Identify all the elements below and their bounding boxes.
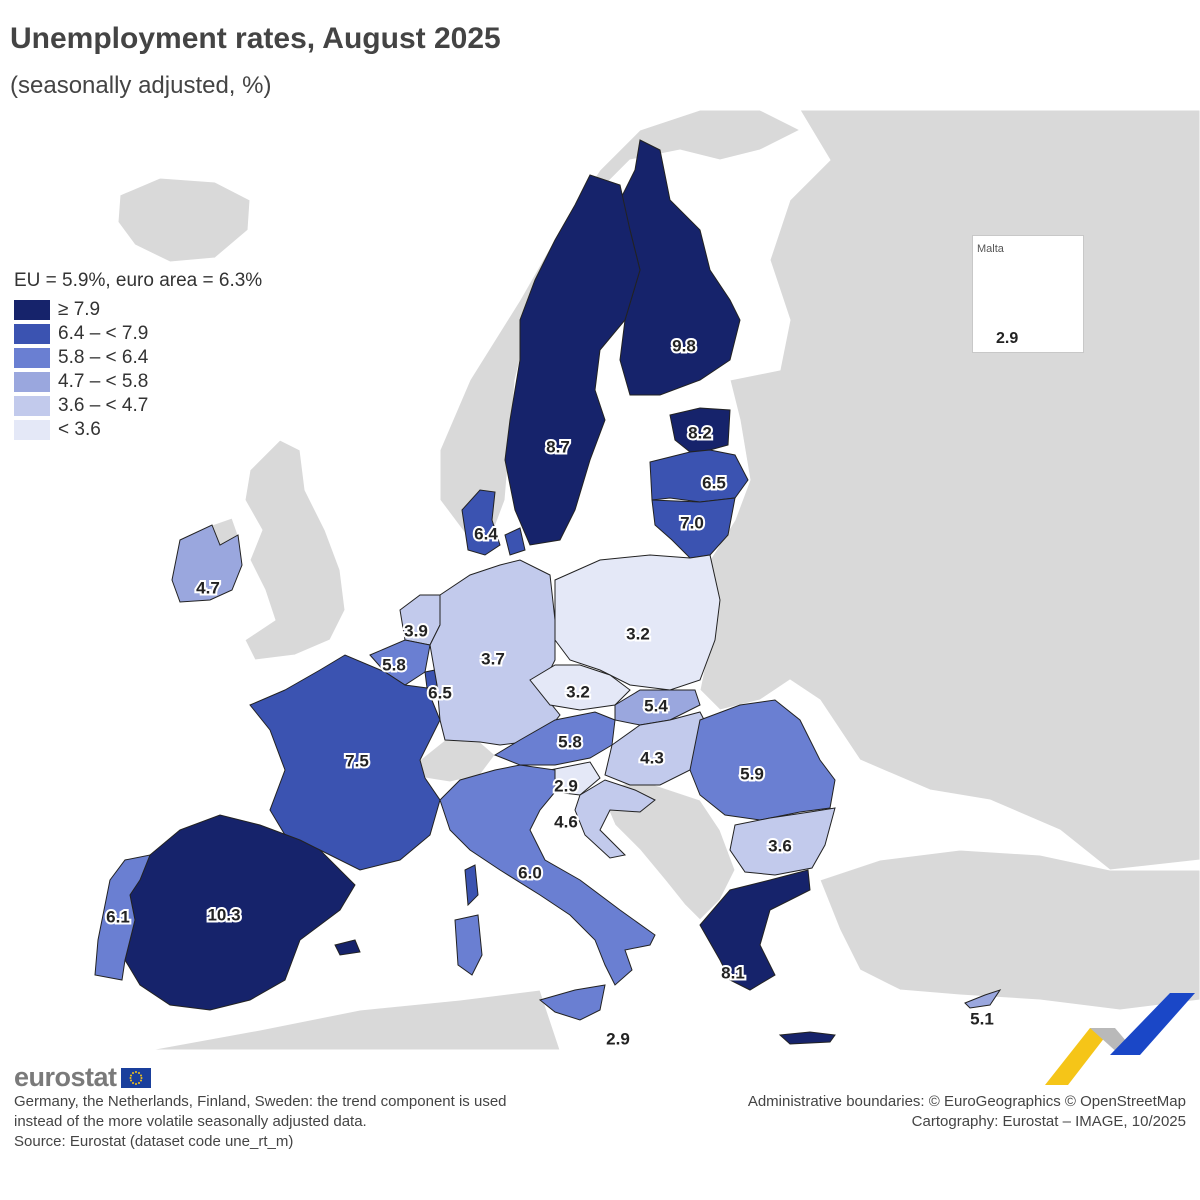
legend-label: 6.4 – < 7.9 bbox=[58, 323, 149, 344]
uk-shape bbox=[244, 439, 346, 661]
page-title: Unemployment rates, August 2025 bbox=[10, 22, 501, 55]
malta-inset-name: Malta bbox=[977, 243, 1004, 255]
romania-shape bbox=[689, 699, 836, 821]
sicily-shape bbox=[538, 984, 606, 1021]
crete-shape bbox=[778, 1031, 836, 1045]
italy-shape bbox=[439, 764, 656, 986]
value-lithuania: 7.0 bbox=[680, 513, 704, 532]
value-czechia: 3.2 bbox=[566, 682, 590, 701]
value-belgium: 5.8 bbox=[382, 655, 406, 674]
legend-row: 3.6 – < 4.7 bbox=[14, 394, 262, 418]
value-hungary: 4.3 bbox=[640, 748, 664, 767]
legend-label: 5.8 – < 6.4 bbox=[58, 347, 149, 368]
legend-swatch bbox=[14, 324, 50, 344]
legend-row: ≥ 7.9 bbox=[14, 298, 262, 322]
value-ireland: 4.7 bbox=[196, 578, 220, 597]
boundaries-credit: Administrative boundaries: © EuroGeograp… bbox=[747, 1093, 1186, 1110]
credits: Administrative boundaries: © EuroGeograp… bbox=[748, 1092, 1186, 1132]
balearic-shape bbox=[334, 939, 361, 956]
value-malta-mainmap: 2.9 bbox=[606, 1029, 630, 1048]
value-latvia: 6.5 bbox=[702, 473, 726, 492]
value-italy: 6.0 bbox=[518, 863, 542, 882]
portugal-shape bbox=[94, 854, 151, 981]
page-subtitle: (seasonally adjusted, %) bbox=[10, 72, 272, 99]
north-africa-shape bbox=[149, 989, 561, 1051]
source-line: Source: Eurostat (dataset code une_rt_m) bbox=[14, 1133, 294, 1150]
legend-swatch bbox=[14, 420, 50, 440]
value-bulgaria: 3.6 bbox=[768, 836, 792, 855]
france-shape bbox=[249, 654, 441, 871]
legend-swatch bbox=[14, 300, 50, 320]
legend-row: 4.7 – < 5.8 bbox=[14, 370, 262, 394]
value-denmark: 6.4 bbox=[474, 524, 498, 543]
eu-countries bbox=[94, 139, 1002, 1045]
eu-flag-icon bbox=[120, 1067, 151, 1088]
legend-row: < 3.6 bbox=[14, 418, 262, 442]
value-portugal: 6.1 bbox=[106, 907, 130, 926]
malta-inset: Malta 2.9 bbox=[972, 235, 1084, 353]
footnote: Germany, the Netherlands, Finland, Swede… bbox=[14, 1092, 594, 1152]
value-romania: 5.9 bbox=[740, 764, 764, 783]
legend-swatch bbox=[14, 396, 50, 416]
corsica-shape bbox=[464, 864, 479, 907]
croatia-shape bbox=[574, 779, 656, 859]
iceland-shape bbox=[117, 177, 251, 263]
latvia-shape bbox=[649, 449, 749, 503]
legend-row: 6.4 – < 7.9 bbox=[14, 322, 262, 346]
slovakia-shape bbox=[614, 689, 701, 726]
value-luxembourg: 6.5 bbox=[428, 683, 452, 702]
poland-shape bbox=[554, 554, 721, 691]
bulgaria-shape bbox=[729, 807, 836, 876]
footnote-line: Germany, the Netherlands, Finland, Swede… bbox=[14, 1093, 507, 1110]
value-france: 7.5 bbox=[345, 751, 369, 770]
estonia-shape bbox=[669, 407, 731, 453]
value-estonia: 8.2 bbox=[688, 423, 712, 442]
value-austria: 5.8 bbox=[558, 732, 582, 751]
decorative-ribbon-icon bbox=[1045, 993, 1195, 1085]
legend-label: 4.7 – < 5.8 bbox=[58, 371, 149, 392]
austria-shape bbox=[493, 711, 616, 766]
malta-inset-value: 2.9 bbox=[996, 330, 1019, 347]
sardinia-shape bbox=[454, 914, 483, 976]
greece-shape bbox=[699, 869, 811, 991]
legend-label: < 3.6 bbox=[58, 419, 101, 440]
ireland-shape bbox=[171, 524, 243, 603]
value-slovenia: 2.9 bbox=[554, 776, 578, 795]
turkey-shape bbox=[819, 849, 1200, 1011]
legend-title: EU = 5.9%, euro area = 6.3% bbox=[14, 270, 263, 291]
legend-label: ≥ 7.9 bbox=[58, 299, 101, 320]
legend-swatch bbox=[14, 372, 50, 392]
eurostat-logo: eurostat bbox=[14, 1062, 151, 1093]
value-poland: 3.2 bbox=[626, 624, 650, 643]
value-labels: 9.8 8.7 8.2 6.5 7.0 6.4 4.7 3.9 5.8 6.5 … bbox=[104, 334, 996, 1048]
legend-label: 3.6 – < 4.7 bbox=[58, 395, 149, 416]
value-germany: 3.7 bbox=[481, 649, 505, 668]
value-greece: 8.1 bbox=[721, 963, 745, 982]
value-slovakia: 5.4 bbox=[644, 696, 668, 715]
czechia-shape bbox=[529, 664, 631, 711]
value-spain: 10.3 bbox=[207, 905, 240, 924]
cartography-credit: Cartography: Eurostat – IMAGE, 10/2025 bbox=[911, 1113, 1186, 1130]
denmark-shape bbox=[461, 489, 501, 556]
value-finland: 9.8 bbox=[672, 336, 696, 355]
denmark-islands-shape bbox=[504, 527, 526, 556]
eurostat-logo-text: eurostat bbox=[14, 1062, 117, 1092]
value-cyprus: 5.1 bbox=[970, 1009, 994, 1028]
balkans-shape bbox=[599, 779, 736, 921]
cyprus-shape bbox=[964, 989, 1002, 1009]
value-croatia: 4.6 bbox=[554, 812, 578, 831]
value-netherlands: 3.9 bbox=[404, 621, 428, 640]
value-sweden: 8.7 bbox=[546, 437, 570, 456]
legend-row: 5.8 – < 6.4 bbox=[14, 346, 262, 370]
sweden-shape bbox=[504, 174, 641, 546]
legend-swatch bbox=[14, 348, 50, 368]
legend: EU = 5.9%, euro area = 6.3% ≥ 7.9 6.4 – … bbox=[14, 270, 262, 442]
footnote-line: instead of the more volatile seasonally … bbox=[14, 1113, 367, 1130]
